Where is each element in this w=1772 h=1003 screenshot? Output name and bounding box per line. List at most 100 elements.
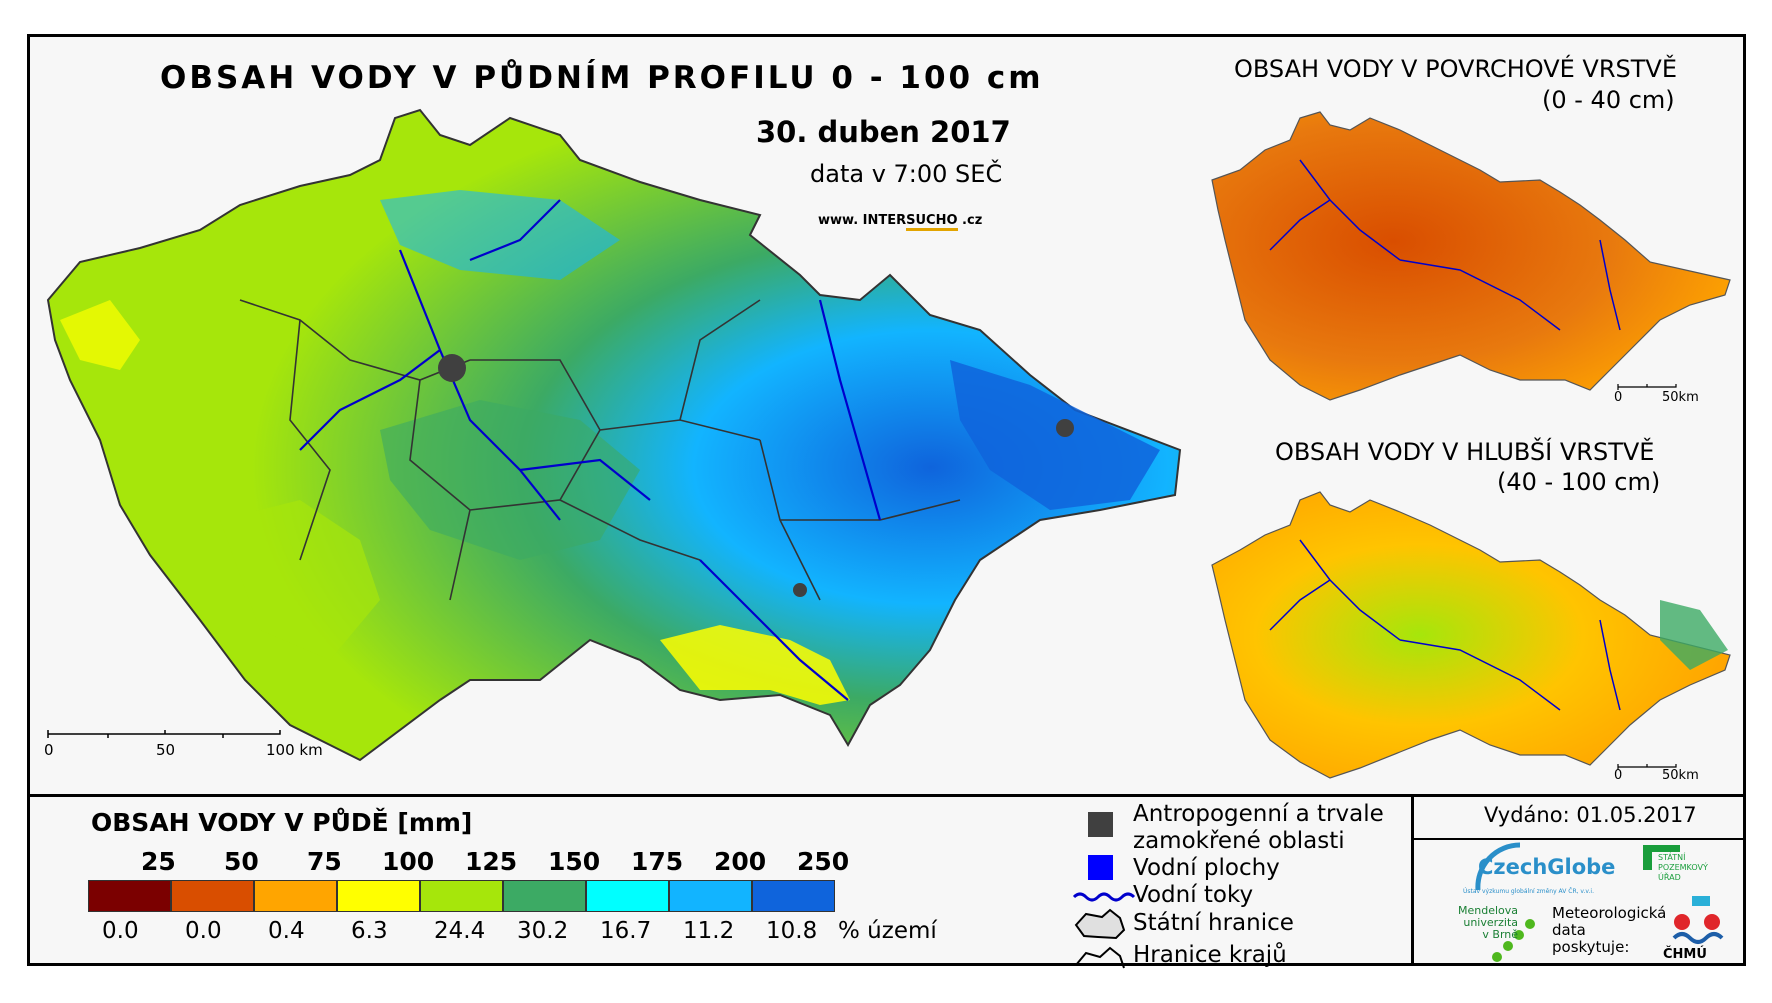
yellow-drought-zone-west <box>60 300 140 370</box>
blue-wet-zone-east <box>950 360 1160 510</box>
deep-map-range: (40 - 100 cm) <box>1497 468 1661 496</box>
legend-class-swatch <box>669 880 752 912</box>
surface-scale-label-0: 0 <box>1614 390 1623 405</box>
legend-class-swatch <box>171 880 254 912</box>
legend-threshold-label: 200 <box>714 847 767 876</box>
river-label: Vodní toky <box>1133 882 1254 908</box>
website-highlight: SUCHO <box>906 213 958 231</box>
czechglobe-arc-icon <box>1475 842 1521 891</box>
anthropogenic-label-line2: zamokřené oblasti <box>1133 828 1345 854</box>
chmu-logo-icon <box>1672 896 1724 944</box>
deep-layer-map <box>1211 491 1731 779</box>
spu-logo-text: STÁTNÍ POZEMKOVÝ ÚŘAD <box>1658 853 1708 883</box>
mendel-line1: Mendelova <box>1458 904 1519 917</box>
meteo-line2: data <box>1552 921 1586 939</box>
website-prefix: www. INTER <box>818 213 907 228</box>
deep-scale-bar <box>1617 764 1677 770</box>
anthropogenic-swatch <box>1088 812 1113 837</box>
data-time-note: data v 7:00 SEČ <box>810 160 1003 188</box>
main-scale-label-50: 50 <box>156 741 176 759</box>
issued-date: Vydáno: 01.05.2017 <box>1484 803 1697 827</box>
legend-threshold-label: 250 <box>797 847 850 876</box>
legend-threshold-label: 50 <box>224 847 259 876</box>
legend-class-swatch <box>752 880 835 912</box>
surface-map-title: OBSAH VODY V POVRCHOVÉ VRSTVĚ <box>1234 55 1677 83</box>
mendel-logo-text: Mendelova univerzita v Brně <box>1458 905 1518 941</box>
deep-scale-label-0: 0 <box>1614 768 1623 783</box>
czechglobe-logo-subtitle: Ústav výzkumu globální změny AV ČR, v.v.… <box>1463 888 1594 895</box>
symbol-legend <box>1072 812 1136 969</box>
spu-flag-icon <box>1643 845 1680 870</box>
legend-class-percent: 6.3 <box>351 918 388 944</box>
spu-line3: ÚŘAD <box>1658 873 1681 882</box>
legend-threshold-label: 100 <box>382 847 435 876</box>
legend-threshold-label: 75 <box>307 847 342 876</box>
czech-territory-surface <box>1211 111 1731 401</box>
lime-zone-southwest <box>220 500 380 660</box>
prague-urban-area <box>438 354 466 382</box>
state-border-label: Státní hranice <box>1133 910 1294 936</box>
legend-class-percent: 24.4 <box>434 918 486 944</box>
legend-class-swatch <box>337 880 420 912</box>
meteo-data-provider: Meteorologická data poskytuje: <box>1552 905 1666 956</box>
legend-threshold-label: 150 <box>548 847 601 876</box>
main-soil-water-map <box>46 108 1182 762</box>
legend-class-swatch <box>88 880 171 912</box>
spu-line1: STÁTNÍ <box>1658 853 1686 862</box>
legend-class-percent: 0.0 <box>185 918 222 944</box>
info-divider <box>1411 794 1414 966</box>
deep-map-title: OBSAH VODY V HLUBŠÍ VRSTVĚ <box>1275 438 1655 466</box>
legend-class-percent: 16.7 <box>600 918 652 944</box>
issued-divider <box>1414 838 1746 840</box>
website-suffix: .cz <box>957 213 983 228</box>
state-border-icon <box>1074 908 1126 940</box>
legend-class-swatch <box>503 880 586 912</box>
main-map-title: OBSAH VODY V PŮDNÍM PROFILU 0 - 100 cm <box>160 60 1044 96</box>
main-map-date: 30. duben 2017 <box>756 115 1011 149</box>
surface-map-range: (0 - 40 cm) <box>1542 86 1675 114</box>
partner-logos <box>1475 842 1724 962</box>
main-scale-label-100: 100 km <box>266 741 323 759</box>
region-border-icon <box>1075 946 1125 969</box>
surface-layer-map <box>1211 111 1731 401</box>
legend-class-percent: 0.0 <box>102 918 139 944</box>
legend-title: OBSAH VODY V PŮDĚ [mm] <box>91 808 473 837</box>
surface-scale-bar <box>1617 384 1677 390</box>
legend-class-swatch <box>586 880 669 912</box>
legend-threshold-label: 25 <box>141 847 176 876</box>
mendel-line2: univerzita <box>1463 916 1519 929</box>
chmu-logo-text: ČHMÚ <box>1663 947 1707 962</box>
legend-threshold-label: 175 <box>631 847 684 876</box>
czech-territory-deep <box>1211 491 1731 779</box>
surface-rivers <box>1269 159 1621 331</box>
main-scale-bar <box>47 730 281 738</box>
river-symbol-icon <box>1072 892 1136 902</box>
legend-class-percent: 0.4 <box>268 918 305 944</box>
main-scale-label-0: 0 <box>44 741 54 759</box>
deep-green-patch <box>1660 600 1728 670</box>
water-area-swatch <box>1088 855 1113 880</box>
region-border-label: Hranice krajů <box>1133 942 1287 968</box>
legend-unit: % území <box>838 918 937 944</box>
legend-class-swatch <box>420 880 503 912</box>
legend-class-percent: 30.2 <box>517 918 569 944</box>
mendel-line3: v Brně <box>1482 928 1519 941</box>
website-link[interactable]: www. INTERSUCHO .cz <box>818 213 983 231</box>
cyan-zone-north <box>380 190 620 280</box>
legend-divider <box>27 794 1746 797</box>
rivers <box>299 199 882 701</box>
mendel-dots-icon <box>1492 919 1535 962</box>
anthropogenic-label-line1: Antropogenní a trvale <box>1133 801 1384 827</box>
ostrava-urban-area <box>1056 419 1074 437</box>
spu-line2: POZEMKOVÝ <box>1658 863 1708 872</box>
meteo-line3: poskytuje: <box>1552 938 1630 956</box>
water-area-label: Vodní plochy <box>1133 855 1280 881</box>
brno-urban-area <box>793 583 807 597</box>
deep-rivers <box>1269 539 1621 711</box>
deep-scale-label-50: 50km <box>1662 768 1699 783</box>
legend-class-percent: 11.2 <box>683 918 735 944</box>
green-zone-center <box>380 400 640 560</box>
legend-threshold-label: 125 <box>465 847 518 876</box>
meteo-line1: Meteorologická <box>1552 904 1667 922</box>
